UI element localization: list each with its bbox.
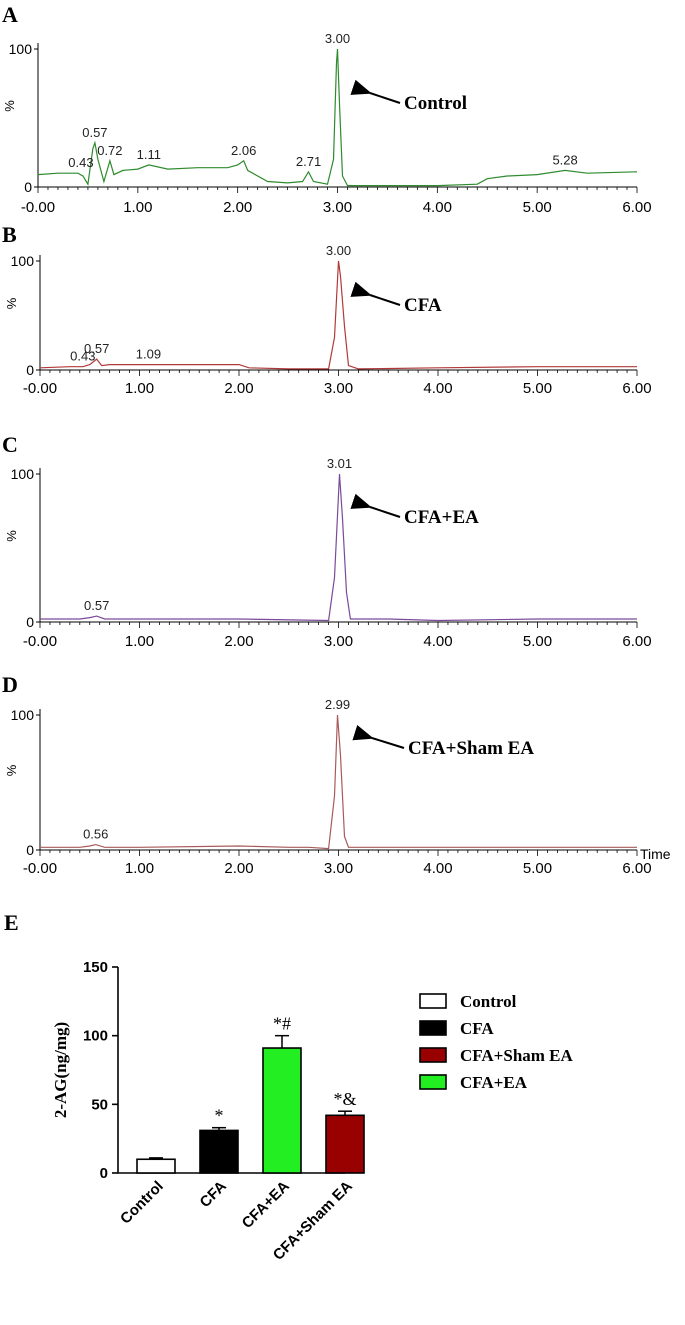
panel-letter-D: D: [2, 672, 18, 697]
legend-swatch: [419, 1047, 447, 1063]
panel-letter-A: A: [2, 2, 18, 27]
x-tick-label-B: 2.00: [224, 380, 253, 397]
x-tick-label-C: 1.00: [125, 633, 154, 650]
x-tick-label-A: 5.00: [523, 199, 552, 216]
y-tick-label-E: 50: [91, 1096, 108, 1113]
peak-label-A: 2.06: [231, 143, 256, 158]
peak-label-B: 0.43: [70, 349, 95, 364]
arrow-label-D: CFA+Sham EA: [408, 738, 534, 759]
x-tick-label-A: -0.00: [21, 199, 55, 216]
trace-line-A: [37, 48, 638, 187]
arrow-label-C: CFA+EA: [404, 507, 479, 528]
x-tick-label-D: 3.00: [324, 860, 353, 877]
x-tick-label-C: 3.00: [324, 633, 353, 650]
trace-line-D: [40, 714, 637, 850]
y-tick-label-E: 150: [83, 959, 108, 976]
peak-label-A: 1.11: [137, 147, 161, 162]
y-tick-label-A: 100: [9, 41, 33, 57]
legend-label: CFA+EA: [460, 1073, 528, 1092]
x-tick-label-A: 1.00: [123, 199, 152, 216]
x-tick-label-C: 2.00: [224, 633, 253, 650]
x-tick-label-B: 3.00: [324, 380, 353, 397]
x-tick-label-E: CFA: [197, 1178, 230, 1211]
x-tick-label-E: Control: [117, 1178, 167, 1228]
y-tick-label-C: 100: [11, 466, 35, 482]
peak-label-C: 0.57: [84, 598, 109, 613]
bar-control: [136, 1158, 176, 1174]
legend-swatch: [419, 1074, 447, 1090]
x-tick-label-D: 1.00: [125, 860, 154, 877]
arrow-label-A: Control: [404, 93, 467, 114]
arrow-D: [352, 724, 405, 749]
peak-label-A: 5.28: [552, 152, 577, 167]
trace-line-C: [40, 473, 637, 622]
trace-line-B: [39, 260, 637, 370]
peak-label-C: 3.01: [327, 456, 352, 471]
x-tick-label-C: 4.00: [423, 633, 452, 650]
x-tick-label-A: 4.00: [423, 199, 452, 216]
y-axis-label-C: %: [4, 530, 19, 542]
x-axis-label-D: Time: [640, 846, 671, 862]
x-tick-label-A: 2.00: [223, 199, 252, 216]
legend-label: Control: [460, 992, 517, 1011]
x-tick-label-D: 2.00: [224, 860, 253, 877]
peak-label-A: 2.71: [296, 154, 321, 169]
peak-label-B: 1.09: [136, 347, 161, 362]
bar-cfa-ea: [262, 1047, 302, 1174]
significance-label: *&: [333, 1089, 356, 1109]
bar-cfa-sham-ea: [325, 1114, 365, 1174]
y-tick-label-D: 100: [11, 707, 35, 723]
x-tick-label-E: CFA+EA: [239, 1178, 293, 1232]
significance-label: *: [215, 1106, 224, 1126]
x-tick-label-B: 4.00: [423, 380, 452, 397]
panel-letter-E: E: [4, 910, 19, 935]
x-tick-label-B: 1.00: [125, 380, 154, 397]
x-tick-label-C: -0.00: [23, 633, 57, 650]
x-tick-label-A: 6.00: [622, 199, 651, 216]
x-tick-label-C: 6.00: [622, 633, 651, 650]
peak-label-B: 0.57: [84, 341, 109, 356]
legend-label: CFA+Sham EA: [460, 1046, 574, 1065]
y-tick-label-A: 0: [24, 179, 32, 195]
legend-swatch: [419, 993, 447, 1009]
peak-label-A: 0.43: [68, 155, 93, 170]
y-axis-label-D: %: [4, 764, 19, 776]
peak-label-A: 0.72: [97, 143, 122, 158]
legend-label: CFA: [460, 1019, 494, 1038]
y-tick-label-E: 100: [83, 1028, 108, 1045]
peak-label-B: 3.00: [326, 243, 351, 258]
arrow-B: [350, 281, 401, 306]
peak-label-A: 0.57: [82, 125, 107, 140]
x-tick-label-B: 5.00: [523, 380, 552, 397]
x-tick-label-D: -0.00: [23, 860, 57, 877]
arrow-C: [350, 493, 401, 518]
y-tick-label-B: 0: [26, 362, 34, 378]
peak-label-D: 2.99: [325, 697, 350, 712]
x-tick-label-B: -0.00: [23, 380, 57, 397]
panel-letter-C: C: [2, 432, 18, 457]
x-tick-label-D: 5.00: [523, 860, 552, 877]
bar-cfa: [199, 1129, 239, 1174]
significance-label: *#: [273, 1014, 291, 1034]
peak-label-A: 3.00: [325, 31, 350, 46]
arrow-A: [350, 79, 401, 104]
legend-swatch: [419, 1020, 447, 1036]
x-tick-label-A: 3.00: [323, 199, 352, 216]
x-tick-label-D: 4.00: [423, 860, 452, 877]
arrow-label-B: CFA: [404, 295, 442, 316]
y-tick-label-B: 100: [11, 253, 35, 269]
x-tick-label-B: 6.00: [622, 380, 651, 397]
panel-letter-B: B: [2, 222, 17, 247]
peak-label-D: 0.56: [83, 827, 108, 842]
y-axis-label-E: 2-AG(ng/mg): [51, 1022, 70, 1118]
y-axis-label-A: %: [2, 100, 17, 112]
y-tick-label-D: 0: [26, 842, 34, 858]
y-tick-label-E: 0: [100, 1165, 108, 1182]
x-tick-label-D: 6.00: [622, 860, 651, 877]
y-tick-label-C: 0: [26, 614, 34, 630]
y-axis-label-B: %: [4, 297, 19, 309]
x-tick-label-C: 5.00: [523, 633, 552, 650]
